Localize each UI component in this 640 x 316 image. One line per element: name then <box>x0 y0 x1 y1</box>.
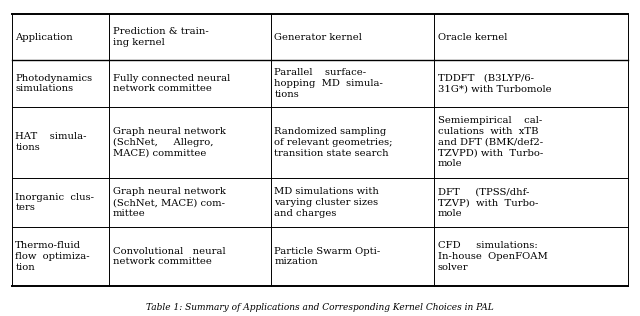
Text: CFD     simulations:
In-house  OpenFOAM
solver: CFD simulations: In-house OpenFOAM solve… <box>438 241 548 272</box>
Text: Semiempirical    cal-
culations  with  xTB
and DFT (BMK/def2-
TZVPD) with  Turbo: Semiempirical cal- culations with xTB an… <box>438 116 543 168</box>
Text: Particle Swarm Opti-
mization: Particle Swarm Opti- mization <box>275 247 381 266</box>
Text: Table 1: Summary of Applications and Corresponding Kernel Choices in PAL: Table 1: Summary of Applications and Cor… <box>146 303 494 312</box>
Text: Application: Application <box>15 33 73 42</box>
Text: TDDFT   (B3LYP/6-
31G*) with Turbomole: TDDFT (B3LYP/6- 31G*) with Turbomole <box>438 74 552 94</box>
Text: Inorganic  clus-
ters: Inorganic clus- ters <box>15 193 94 212</box>
Text: DFT     (TPSS/dhf-
TZVP)  with  Turbo-
mole: DFT (TPSS/dhf- TZVP) with Turbo- mole <box>438 187 538 218</box>
Text: Convolutional   neural
network committee: Convolutional neural network committee <box>113 247 225 266</box>
Text: Graph neural network
(SchNet, MACE) com-
mittee: Graph neural network (SchNet, MACE) com-… <box>113 187 226 218</box>
Text: Parallel    surface-
hopping  MD  simula-
tions: Parallel surface- hopping MD simula- tio… <box>275 68 383 99</box>
Text: HAT    simula-
tions: HAT simula- tions <box>15 132 87 152</box>
Text: Graph neural network
(SchNet,     Allegro,
MACE) committee: Graph neural network (SchNet, Allegro, M… <box>113 127 226 158</box>
Text: Oracle kernel: Oracle kernel <box>438 33 508 42</box>
Text: Fully connected neural
network committee: Fully connected neural network committee <box>113 74 230 94</box>
Text: Thermo-fluid
flow  optimiza-
tion: Thermo-fluid flow optimiza- tion <box>15 241 90 272</box>
Text: Photodynamics
simulations: Photodynamics simulations <box>15 74 93 94</box>
Text: Generator kernel: Generator kernel <box>275 33 362 42</box>
Text: MD simulations with
varying cluster sizes
and charges: MD simulations with varying cluster size… <box>275 187 380 218</box>
Text: Randomized sampling
of relevant geometries;
transition state search: Randomized sampling of relevant geometri… <box>275 127 393 158</box>
Text: Prediction & train-
ing kernel: Prediction & train- ing kernel <box>113 27 209 47</box>
